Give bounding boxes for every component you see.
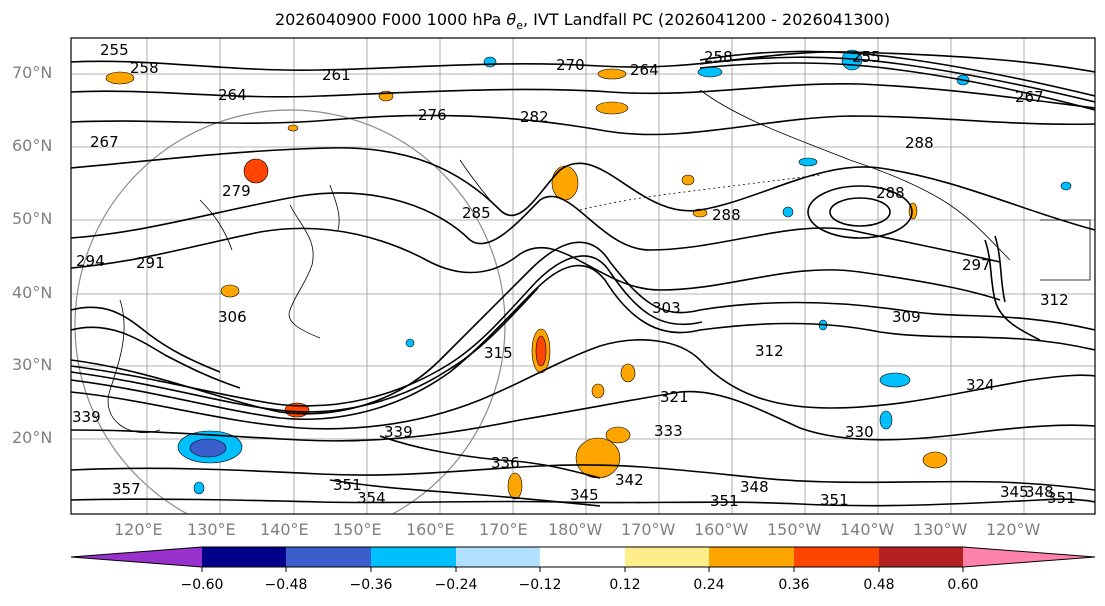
lon-label: 120°W [986, 520, 1041, 539]
contour-label: 351 [710, 492, 739, 510]
lat-label: 60°N [12, 136, 53, 155]
lon-label: 130°E [187, 520, 236, 539]
colorbar-tick-label: −0.36 [349, 577, 393, 593]
colorbar-over-extension [963, 547, 1095, 567]
map-plot-area: 255 258 258 255 264 264 261 270 267 267 … [71, 38, 1095, 514]
contour-label: 288 [876, 184, 905, 202]
contour-label: 321 [660, 388, 689, 406]
lon-label: 130°W [913, 520, 968, 539]
colorbar-tick-marks [201, 567, 964, 572]
colorbar-swatch [625, 547, 710, 567]
lon-label: 170°W [621, 520, 676, 539]
contour-label: 255 [100, 41, 129, 59]
contour-label: 342 [615, 471, 644, 489]
contour-label: 258 [704, 48, 733, 66]
colorbar-tick-label: −0.12 [518, 577, 562, 593]
colorbar-swatch [286, 547, 372, 567]
colorbar-under-extension [71, 547, 202, 567]
lat-label: 30°N [12, 355, 53, 374]
contour-label: 324 [966, 376, 995, 394]
lat-label: 50°N [12, 209, 53, 228]
lat-label: 20°N [12, 428, 53, 447]
range-circle [74, 109, 506, 514]
contour-label: 258 [130, 59, 159, 77]
contour-label: 333 [654, 422, 683, 440]
contour-label: 345 [570, 486, 599, 504]
contour-label: 312 [1040, 291, 1069, 309]
contour-label: 339 [72, 408, 101, 426]
colorbar-tick-label: −0.60 [180, 577, 224, 593]
colorbar-tick-label: −0.24 [434, 577, 478, 593]
contour-label: 357 [112, 480, 141, 498]
contour-label: 294 [76, 252, 105, 270]
lon-label: 150°E [333, 520, 382, 539]
contour-label: 306 [218, 308, 247, 326]
map-title: 2026040900 F000 1000 hPa θe, IVT Landfal… [0, 10, 1105, 32]
contour-label: 315 [484, 344, 513, 362]
contour-label: 276 [418, 106, 447, 124]
contour-label: 312 [755, 342, 784, 360]
contour-label: 267 [90, 133, 119, 151]
contour-label-group: 255 258 258 255 264 264 261 270 267 267 … [72, 41, 1076, 510]
contour-label: 351 [820, 491, 849, 509]
colorbar-tick-label: −0.48 [264, 577, 308, 593]
colorbar [70, 546, 1096, 572]
colorbar-swatch [540, 547, 626, 567]
contour-label: 267 [1015, 88, 1044, 106]
colorbar-swatch [879, 547, 964, 567]
contour-label: 270 [556, 56, 585, 74]
contour-label: 279 [222, 182, 251, 200]
contour-label: 264 [630, 61, 659, 79]
colorbar-tick-label: 0.24 [693, 577, 725, 593]
colorbar-swatch [202, 547, 287, 567]
theta-subscript: e [516, 19, 523, 33]
contour-label: 345 [1000, 483, 1029, 501]
contour-label: 303 [652, 299, 681, 317]
contour-label: 291 [136, 254, 165, 272]
lon-label: 180°W [548, 520, 603, 539]
lon-label: 120°E [114, 520, 163, 539]
theta-symbol: θ [506, 10, 517, 29]
contour-label: 348 [1025, 483, 1054, 501]
contour-label: 339 [384, 423, 413, 441]
contour-label: 255 [852, 48, 881, 66]
contour-label: 351 [333, 476, 362, 494]
contour-label: 336 [491, 454, 520, 472]
contour-label: 282 [520, 108, 549, 126]
lon-label: 140°W [840, 520, 895, 539]
colorbar-tick-label: 0.60 [947, 577, 979, 593]
contour-label: 297 [962, 256, 991, 274]
lon-label: 140°E [260, 520, 309, 539]
colorbar-swatch [456, 547, 541, 567]
lat-label: 70°N [12, 63, 53, 82]
colorbar-swatch [709, 547, 795, 567]
title-suffix: , IVT Landfall PC (2026041200 - 20260413… [523, 10, 891, 29]
colorbar-swatch [794, 547, 880, 567]
lon-label: 150°W [767, 520, 822, 539]
contour-label: 288 [905, 134, 934, 152]
contour-label: 330 [845, 423, 874, 441]
lon-label: 170°E [479, 520, 528, 539]
colorbar-tick-label: 0.48 [863, 577, 895, 593]
contour-label: 288 [712, 206, 741, 224]
colorbar-swatch [371, 547, 457, 567]
theta-e-contours [71, 50, 1095, 507]
contour-label: 354 [357, 489, 386, 507]
contour-label: 261 [322, 66, 351, 84]
contour-label: 285 [462, 204, 491, 222]
lon-label: 160°W [694, 520, 749, 539]
contour-label: 348 [740, 478, 769, 496]
lat-label: 40°N [12, 283, 53, 302]
title-prefix: 2026040900 F000 1000 hPa [274, 10, 502, 29]
lon-label: 160°E [406, 520, 455, 539]
colorbar-tick-label: 0.12 [609, 577, 641, 593]
graticule [71, 38, 1095, 514]
colorbar-tick-label: 0.36 [778, 577, 810, 593]
map-frame [70, 37, 1096, 515]
contour-label: 309 [892, 308, 921, 326]
contour-label: 264 [218, 86, 247, 104]
contour-label: 351 [1047, 489, 1076, 507]
